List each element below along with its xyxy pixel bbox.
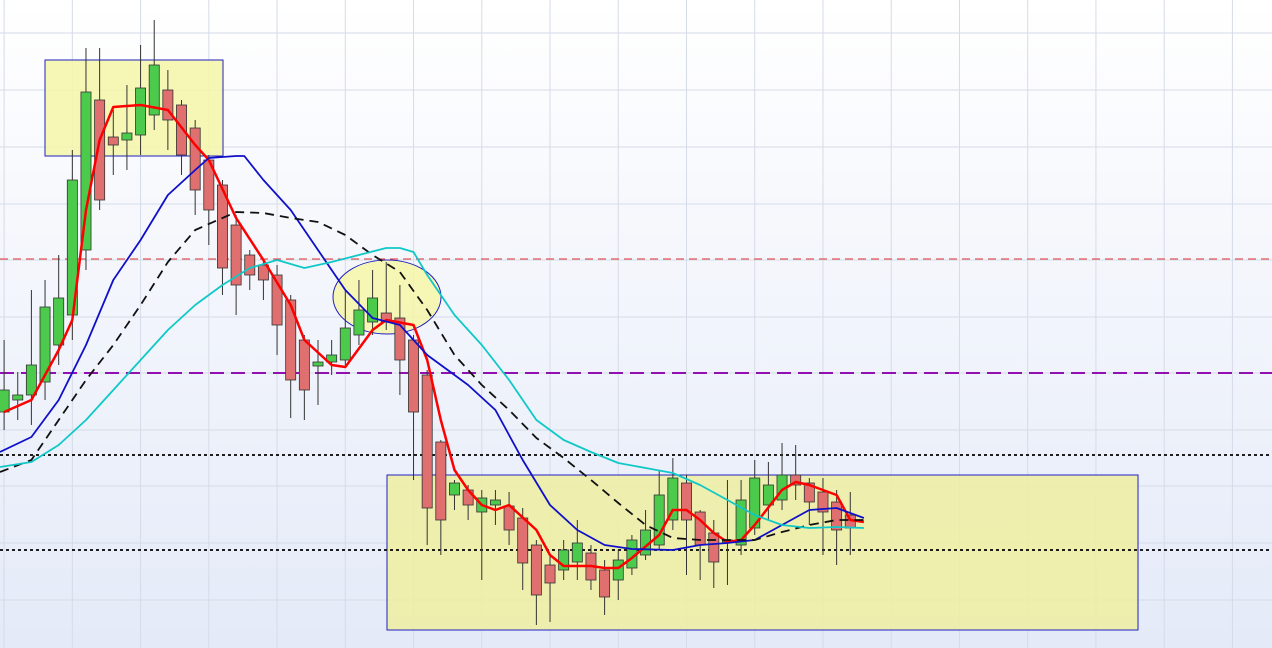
- candle-body: [435, 441, 447, 521]
- candle-body: [162, 89, 174, 121]
- candle-body: [53, 297, 65, 346]
- candle-body: [135, 87, 147, 136]
- moving-average-line: [0, 211, 864, 541]
- candle-body: [749, 477, 761, 529]
- moving-average-line: [0, 247, 864, 529]
- candle-body: [339, 327, 351, 361]
- candle-body: [230, 224, 242, 286]
- candle-body: [39, 306, 51, 383]
- candle-body: [0, 389, 10, 413]
- candle-body: [121, 132, 133, 141]
- candle-body: [762, 484, 774, 506]
- candle-body: [517, 517, 529, 564]
- candle-body: [612, 559, 624, 581]
- candle-body: [790, 474, 802, 486]
- candle-body: [681, 482, 692, 521]
- candle-body: [189, 127, 201, 191]
- candle-body: [489, 499, 501, 506]
- candle-body: [107, 136, 119, 146]
- candle-body: [530, 544, 542, 596]
- candle-body: [408, 339, 419, 413]
- candle-body: [599, 569, 611, 598]
- candle-body: [817, 491, 829, 513]
- candle-body: [312, 361, 324, 367]
- candle-body: [94, 99, 106, 201]
- candle-body: [735, 499, 747, 546]
- candle-body: [421, 374, 433, 509]
- candle-body: [667, 477, 679, 521]
- candle-body: [298, 339, 310, 391]
- candle-body: [271, 274, 283, 326]
- candle-body: [544, 564, 556, 584]
- highlight-box: [386, 474, 1139, 631]
- candle-body: [353, 309, 365, 336]
- candle-body: [708, 532, 720, 563]
- candle-body: [653, 494, 665, 546]
- candle-body: [25, 364, 37, 396]
- candle-body: [80, 91, 92, 251]
- candle-body: [449, 482, 460, 496]
- moving-average-line: [3, 103, 865, 570]
- candle-body: [558, 549, 570, 571]
- candle-body: [12, 394, 24, 401]
- candle-body: [394, 317, 406, 361]
- moving-average-line: [0, 155, 865, 551]
- candle-body: [285, 299, 297, 381]
- candle-body: [367, 297, 379, 323]
- candle-body: [244, 254, 256, 276]
- plot: [0, 20, 1272, 625]
- candle-body: [326, 354, 338, 363]
- candle-body: [257, 264, 269, 281]
- candle-body: [217, 184, 228, 269]
- candle-body: [831, 501, 843, 531]
- candle-body: [148, 64, 160, 116]
- candle-body: [176, 104, 187, 156]
- candle-body: [803, 482, 815, 503]
- candle-body: [571, 542, 583, 563]
